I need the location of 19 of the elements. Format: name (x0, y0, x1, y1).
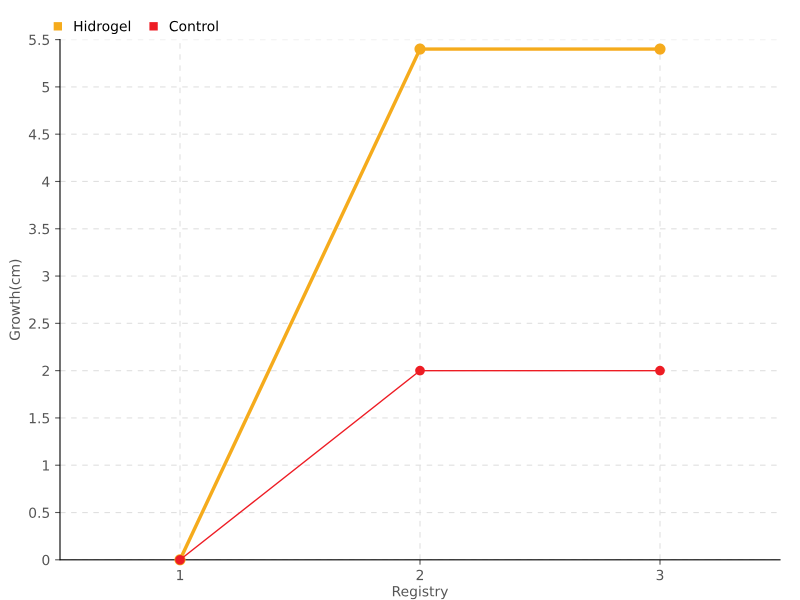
y-tick-label: 4.5 (28, 129, 50, 140)
legend-label: Hidrogel (74, 20, 130, 34)
x-tick-label: 2 (416, 570, 424, 580)
y-tick-label: 0.5 (29, 507, 50, 518)
y-tick-label: 1 (42, 460, 49, 470)
y-tick-label: 4 (42, 176, 50, 187)
x-axis-title: Registry (392, 586, 448, 600)
y-axis-title: Growth(cm) (9, 260, 22, 340)
y-tick-label: 2 (42, 366, 49, 376)
y-tick-label: 3.5 (29, 224, 50, 234)
legend-label: Control (170, 20, 218, 32)
y-tick-label: 5 (42, 82, 50, 92)
y-tick-label: 1.5 (30, 413, 50, 424)
x-tick-label: 3 (656, 570, 664, 580)
x-tick-label: 1 (177, 570, 184, 580)
y-tick-label: 0 (42, 554, 50, 566)
y-tick-label: 5.5 (29, 34, 50, 46)
y-tick-label: 3 (42, 271, 50, 282)
y-tick-label: 2.5 (29, 318, 50, 329)
